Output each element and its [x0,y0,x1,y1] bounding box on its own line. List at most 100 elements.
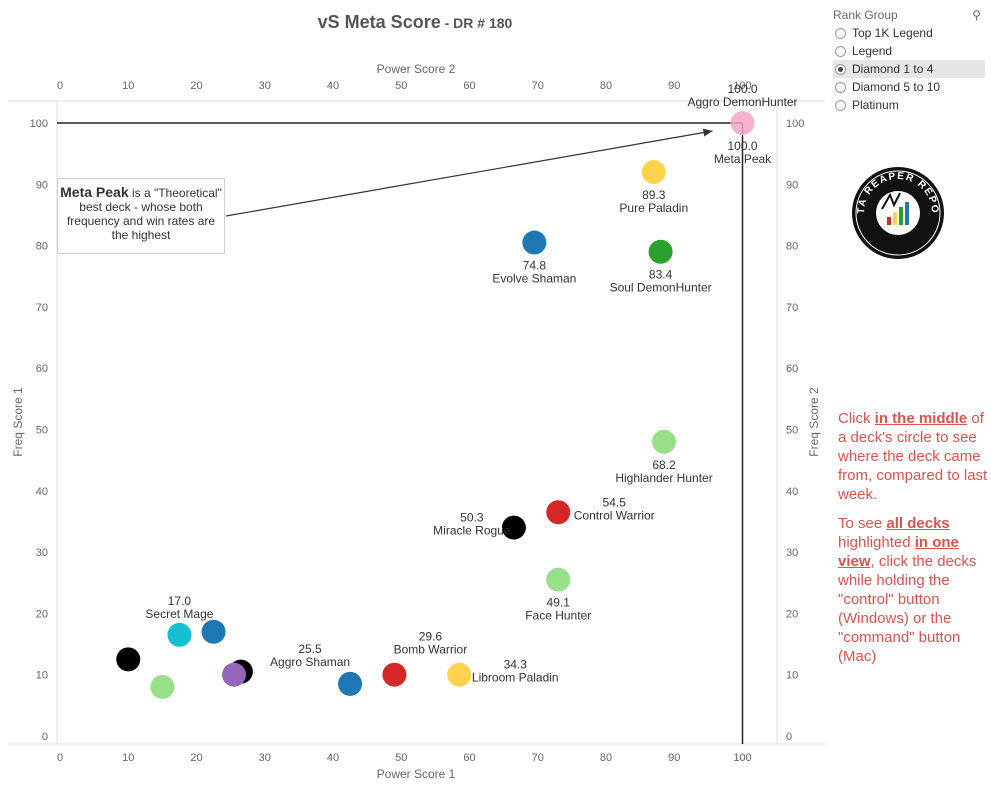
radio-icon[interactable] [835,27,846,39]
radio-icon[interactable] [835,63,846,75]
instr-p2-c: highlighted [838,534,915,551]
data-point [501,515,526,540]
data-label-score: 17.0 [168,594,192,608]
data-label-score: 83.4 [649,268,673,282]
rank-option-label: Legend [852,44,893,58]
data-label-name: Aggro DemonHunter [687,95,797,109]
chart-title-main: vS Meta Score [317,12,441,32]
data-label-name: Evolve Shaman [492,272,576,286]
data-label-score: 68.2 [652,458,676,472]
data-label-name: Soul DemonHunter [610,281,712,295]
rank-option-diamond-1-to-4[interactable]: Diamond 1 to 4 [833,60,985,78]
rank-option-legend[interactable]: Legend [833,42,985,60]
data-point [641,160,666,185]
x2-tick-label: 0 [57,80,63,92]
data-label-name: Aggro Shaman [270,655,350,669]
y2-tick-label: 20 [786,608,798,620]
radio-icon[interactable] [835,99,846,111]
data-point [522,230,547,255]
data-point [116,647,141,672]
x-tick-label: 20 [190,752,202,764]
scatter-chart: 0010102020303040405050606070708080909010… [8,62,825,781]
x2-tick-label: 50 [395,80,407,92]
y2-tick-label: 80 [786,241,798,253]
y-tick-label: 10 [36,670,48,682]
reference-lines [57,122,744,744]
rank-option-label: Diamond 5 to 10 [852,80,941,94]
y2-tick-label: 10 [786,670,798,682]
data-point [447,662,472,687]
y2-tick-label: 40 [786,486,798,498]
x-tick-label: 10 [122,752,134,764]
y-tick-label: 70 [36,302,48,314]
instr-p1-b: in the middle [874,410,968,427]
data-label-score: 89.3 [642,188,666,202]
data-label-score: 74.8 [523,259,547,273]
data-label-name: Highlander Hunter [615,471,712,485]
data-label-score: 25.5 [298,642,322,656]
data-label-name: Control Warrior [574,508,655,522]
y2-tick-label: 50 [786,425,798,437]
radio-icon[interactable] [835,81,846,93]
x-tick-label: 100 [733,752,751,764]
chart-title-separator: - [440,15,454,31]
instructions-p1: Click in the middle of a deck's circle t… [838,409,988,504]
data-label-score: 29.6 [419,630,443,644]
data-point [338,671,363,696]
chart-title: vS Meta Score - DR # 180 [0,12,830,33]
rank-option-label: Top 1K Legend [852,26,933,40]
x-tick-label: 0 [57,752,63,764]
x2-tick-label: 30 [259,80,271,92]
rank-option-platinum[interactable]: Platinum [833,96,985,114]
data-point [546,567,571,592]
y-tick-label: 50 [36,425,48,437]
rank-option-label: Diamond 1 to 4 [852,62,934,76]
y-tick-label: 40 [36,486,48,498]
data-label-name: Meta Peak [714,152,772,166]
instr-p2-a: To see [838,515,887,532]
data-point [150,674,175,699]
data-points [116,111,755,699]
y2-tick-label: 30 [786,547,798,559]
rank-group-filter: Rank Group ⚲ Top 1K Legend Legend Diamond … [833,6,985,114]
data-point [201,619,226,644]
x2-tick-label: 10 [122,80,134,92]
instructions: Click in the middle of a deck's circle t… [838,409,988,676]
instr-p2-b: all decks [886,515,950,532]
y2-axis-title: Freq Score 2 [807,387,821,457]
data-label-name: Face Hunter [525,609,591,623]
radio-icon[interactable] [835,45,846,57]
data-label-score: 50.3 [460,511,484,525]
x-tick-label: 70 [532,752,544,764]
y2-tick-label: 90 [786,179,798,191]
y-tick-label: 0 [42,731,48,743]
instr-p1-a: Click [838,410,875,427]
data-label-name: Pure Paladin [619,201,688,215]
data-label-name: Libroom Paladin [472,671,559,685]
y2-tick-label: 0 [786,731,792,743]
data-label-name: Secret Mage [145,607,213,621]
x2-tick-label: 100 [733,80,751,92]
meta-peak-annotation: Meta Peak is a "Theoretical" best deck -… [57,178,225,254]
data-label-score: 54.5 [603,495,627,509]
data-point [652,429,677,454]
x2-tick-label: 20 [190,80,202,92]
data-label-score: 100.0 [727,82,757,96]
y2-tick-label: 70 [786,302,798,314]
annotation-arrowhead [702,128,713,137]
filter-header-label: Rank Group [833,8,898,22]
x-axis-title: Power Score 1 [377,767,456,781]
x2-tick-label: 70 [532,80,544,92]
instr-p2-e: , click the decks while holding the "con… [838,553,977,665]
search-icon[interactable]: ⚲ [972,8,981,22]
y2-tick-label: 60 [786,363,798,375]
y-tick-label: 60 [36,363,48,375]
instr-p1-c: of a deck's circle to see where the deck… [838,410,988,503]
data-point [382,662,407,687]
rank-option-top-1k-legend[interactable]: Top 1K Legend [833,24,985,42]
rank-option-diamond-5-to-10[interactable]: Diamond 5 to 10 [833,78,985,96]
instr-p2-d: in one view [838,534,959,570]
annotation-bold: Meta Peak [60,184,129,200]
y2-tick-label: 100 [786,118,804,130]
